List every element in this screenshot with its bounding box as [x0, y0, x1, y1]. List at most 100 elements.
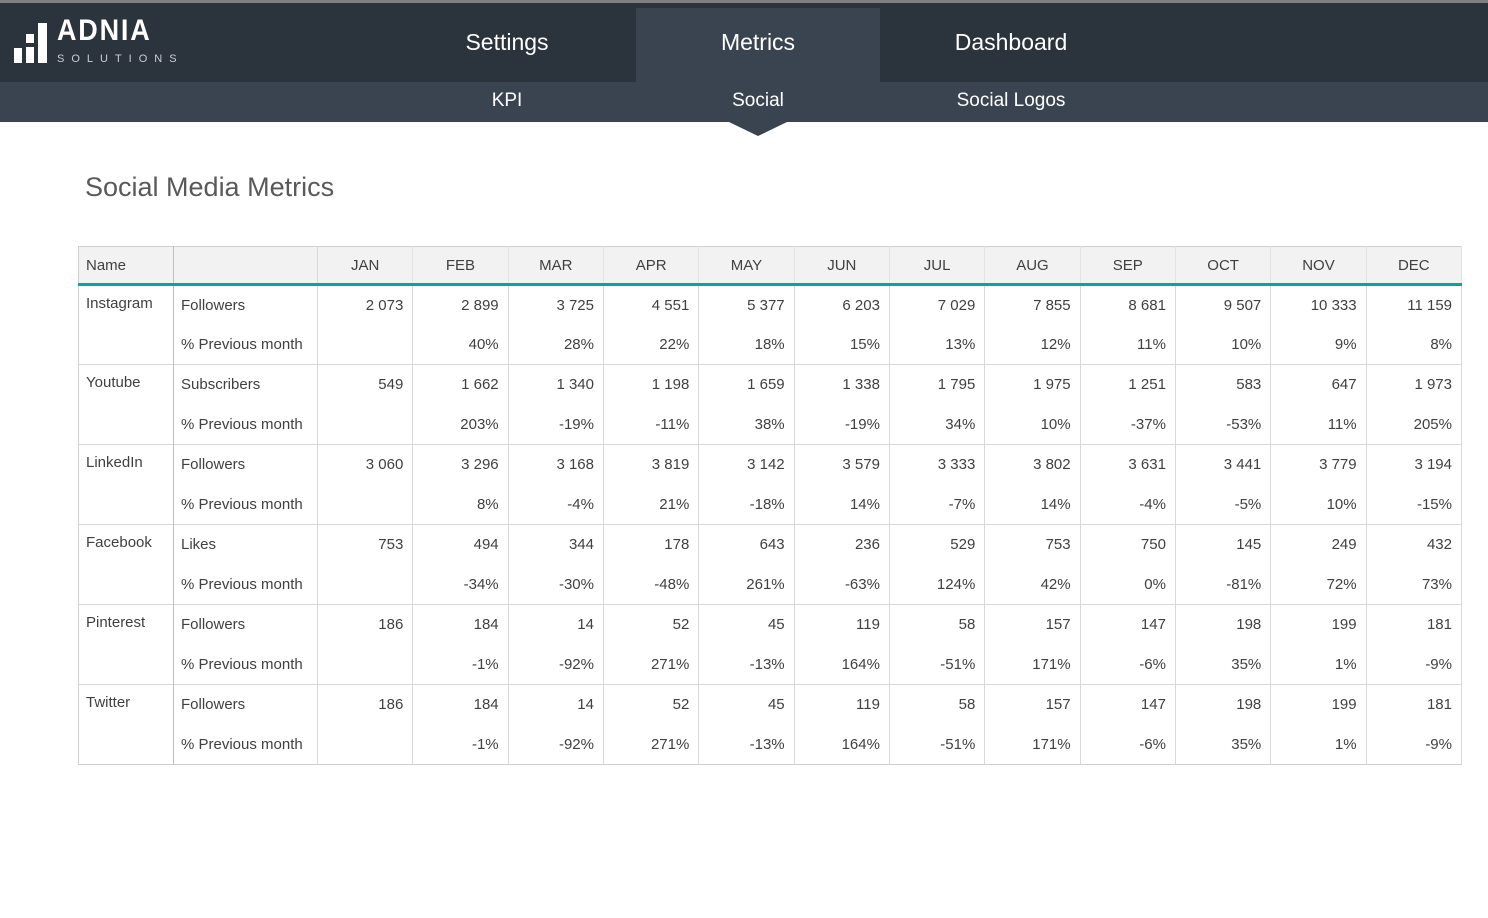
- cell-pct[interactable]: 11%: [1270, 404, 1367, 445]
- cell-value[interactable]: 119: [794, 684, 890, 725]
- cell-pct[interactable]: 0%: [1080, 564, 1176, 605]
- cell-pct[interactable]: -4%: [1080, 484, 1176, 525]
- cell-pct[interactable]: 35%: [1175, 644, 1272, 685]
- cell-value[interactable]: 494: [412, 524, 509, 565]
- cell-value[interactable]: 11 159: [1366, 284, 1463, 325]
- cell-value[interactable]: 3 168: [508, 444, 604, 485]
- cell-value[interactable]: 1 795: [889, 364, 986, 405]
- cell-value[interactable]: 45: [698, 604, 795, 645]
- cell-pct[interactable]: 40%: [412, 324, 509, 365]
- cell-value[interactable]: 6 203: [794, 284, 890, 325]
- cell-pct[interactable]: 34%: [889, 404, 986, 445]
- cell-pct[interactable]: -81%: [1175, 564, 1272, 605]
- row-pct-label[interactable]: % Previous month: [173, 644, 318, 685]
- cell-pct[interactable]: 18%: [698, 324, 795, 365]
- cell-value[interactable]: 186: [317, 604, 414, 645]
- cell-pct[interactable]: -1%: [412, 724, 509, 765]
- cell-value[interactable]: 1 198: [603, 364, 700, 405]
- row-platform-name[interactable]: LinkedIn: [78, 444, 174, 525]
- cell-value[interactable]: 3 631: [1080, 444, 1176, 485]
- cell-value[interactable]: 4 551: [603, 284, 700, 325]
- cell-pct[interactable]: 13%: [889, 324, 986, 365]
- cell-pct[interactable]: -6%: [1080, 724, 1176, 765]
- row-pct-label[interactable]: % Previous month: [173, 404, 318, 445]
- cell-pct[interactable]: -19%: [508, 404, 604, 445]
- cell-value[interactable]: 3 441: [1175, 444, 1272, 485]
- cell-value[interactable]: 753: [984, 524, 1081, 565]
- cell-pct[interactable]: 164%: [794, 724, 890, 765]
- cell-value[interactable]: 549: [317, 364, 414, 405]
- cell-value[interactable]: 3 725: [508, 284, 604, 325]
- cell-value[interactable]: 529: [889, 524, 986, 565]
- cell-value[interactable]: 147: [1080, 684, 1176, 725]
- cell-value[interactable]: 3 779: [1270, 444, 1367, 485]
- cell-pct[interactable]: -48%: [603, 564, 700, 605]
- cell-value[interactable]: 1 662: [412, 364, 509, 405]
- cell-value[interactable]: 647: [1270, 364, 1367, 405]
- cell-pct[interactable]: 72%: [1270, 564, 1367, 605]
- cell-pct[interactable]: 21%: [603, 484, 700, 525]
- cell-pct[interactable]: 8%: [412, 484, 509, 525]
- cell-pct[interactable]: 28%: [508, 324, 604, 365]
- cell-pct[interactable]: 8%: [1366, 324, 1463, 365]
- cell-pct[interactable]: -53%: [1175, 404, 1272, 445]
- cell-value[interactable]: 145: [1175, 524, 1272, 565]
- cell-pct[interactable]: -9%: [1366, 644, 1463, 685]
- row-platform-name[interactable]: Twitter: [78, 684, 174, 765]
- cell-value[interactable]: 1 251: [1080, 364, 1176, 405]
- cell-value[interactable]: 178: [603, 524, 700, 565]
- cell-pct[interactable]: 164%: [794, 644, 890, 685]
- cell-pct[interactable]: 203%: [412, 404, 509, 445]
- cell-pct[interactable]: -7%: [889, 484, 986, 525]
- cell-pct[interactable]: -15%: [1366, 484, 1463, 525]
- cell-pct[interactable]: 14%: [794, 484, 890, 525]
- row-metric-label[interactable]: Followers: [173, 284, 318, 325]
- row-platform-name[interactable]: Youtube: [78, 364, 174, 445]
- cell-value[interactable]: 184: [412, 604, 509, 645]
- cell-pct[interactable]: 42%: [984, 564, 1081, 605]
- cell-value[interactable]: 157: [984, 604, 1081, 645]
- cell-pct[interactable]: 73%: [1366, 564, 1463, 605]
- cell-pct[interactable]: [317, 644, 414, 685]
- cell-pct[interactable]: [317, 404, 414, 445]
- cell-value[interactable]: 753: [317, 524, 414, 565]
- cell-pct[interactable]: [317, 484, 414, 525]
- cell-value[interactable]: 750: [1080, 524, 1176, 565]
- cell-pct[interactable]: -51%: [889, 644, 986, 685]
- subnav-item-kpi[interactable]: KPI: [491, 90, 523, 111]
- cell-value[interactable]: 147: [1080, 604, 1176, 645]
- cell-value[interactable]: 14: [508, 684, 604, 725]
- cell-pct[interactable]: -92%: [508, 724, 604, 765]
- cell-pct[interactable]: -92%: [508, 644, 604, 685]
- cell-pct[interactable]: -51%: [889, 724, 986, 765]
- cell-value[interactable]: 3 060: [317, 444, 414, 485]
- cell-value[interactable]: 184: [412, 684, 509, 725]
- row-pct-label[interactable]: % Previous month: [173, 564, 318, 605]
- cell-value[interactable]: 432: [1366, 524, 1463, 565]
- cell-value[interactable]: 181: [1366, 684, 1463, 725]
- cell-pct[interactable]: -37%: [1080, 404, 1176, 445]
- row-metric-label[interactable]: Followers: [173, 684, 318, 725]
- cell-pct[interactable]: -1%: [412, 644, 509, 685]
- cell-pct[interactable]: 271%: [603, 644, 700, 685]
- tab-dashboard[interactable]: Dashboard: [954, 29, 1068, 55]
- cell-pct[interactable]: 171%: [984, 644, 1081, 685]
- cell-value[interactable]: 2 073: [317, 284, 414, 325]
- cell-value[interactable]: 249: [1270, 524, 1367, 565]
- row-metric-label[interactable]: Followers: [173, 604, 318, 645]
- row-metric-label[interactable]: Followers: [173, 444, 318, 485]
- cell-pct[interactable]: 124%: [889, 564, 986, 605]
- cell-value[interactable]: 1 338: [794, 364, 890, 405]
- cell-value[interactable]: 1 973: [1366, 364, 1463, 405]
- cell-pct[interactable]: -13%: [698, 724, 795, 765]
- cell-pct[interactable]: 10%: [1175, 324, 1272, 365]
- cell-value[interactable]: 52: [603, 604, 700, 645]
- cell-value[interactable]: 3 194: [1366, 444, 1463, 485]
- cell-value[interactable]: 344: [508, 524, 604, 565]
- cell-pct[interactable]: 10%: [1270, 484, 1367, 525]
- cell-pct[interactable]: -19%: [794, 404, 890, 445]
- cell-pct[interactable]: [317, 564, 414, 605]
- cell-pct[interactable]: 11%: [1080, 324, 1176, 365]
- cell-value[interactable]: 2 899: [412, 284, 509, 325]
- cell-pct[interactable]: 1%: [1270, 724, 1367, 765]
